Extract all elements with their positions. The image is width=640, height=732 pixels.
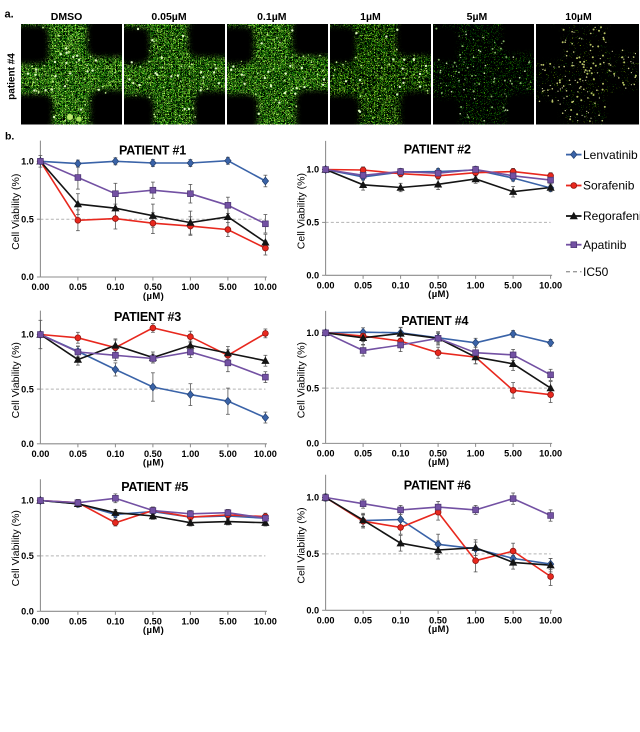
svg-text:0.05: 0.05 [69, 449, 87, 459]
svg-text:Cell Viability (%): Cell Viability (%) [10, 174, 22, 250]
svg-text:0.10: 0.10 [106, 616, 124, 626]
svg-text:0.1µM: 0.1µM [257, 11, 287, 23]
svg-text:1.0: 1.0 [21, 330, 34, 340]
svg-text:PATIENT #2: PATIENT #2 [404, 142, 471, 156]
svg-text:10.00: 10.00 [539, 615, 562, 625]
svg-text:PATIENT #1: PATIENT #1 [119, 143, 186, 157]
svg-text:0.50: 0.50 [429, 448, 447, 458]
svg-text:Cell Viability (%): Cell Viability (%) [295, 342, 307, 418]
svg-text:0.10: 0.10 [392, 615, 410, 625]
svg-text:5.00: 5.00 [504, 448, 522, 458]
svg-text:1.00: 1.00 [181, 449, 199, 459]
svg-text:Cell Viability (%): Cell Viability (%) [295, 507, 307, 583]
svg-text:b.: b. [5, 130, 14, 142]
svg-text:0.05: 0.05 [354, 448, 372, 458]
svg-text:0.10: 0.10 [106, 449, 124, 459]
svg-text:0.00: 0.00 [317, 615, 335, 625]
svg-text:0.50: 0.50 [144, 616, 162, 626]
svg-text:5.00: 5.00 [219, 282, 237, 292]
svg-text:10.00: 10.00 [539, 448, 562, 458]
svg-text:5.00: 5.00 [504, 615, 522, 625]
svg-text:(µM): (µM) [428, 289, 449, 300]
svg-text:0.05: 0.05 [354, 280, 372, 290]
svg-text:IC50: IC50 [583, 265, 609, 279]
svg-text:1.00: 1.00 [181, 616, 199, 626]
svg-text:Apatinib: Apatinib [583, 238, 627, 252]
svg-text:a.: a. [5, 8, 14, 20]
svg-text:10.00: 10.00 [254, 449, 277, 459]
svg-text:0.0: 0.0 [306, 271, 319, 281]
svg-text:0.50: 0.50 [429, 615, 447, 625]
svg-text:0.00: 0.00 [31, 616, 49, 626]
svg-text:10.00: 10.00 [539, 280, 562, 290]
svg-text:5.00: 5.00 [504, 280, 522, 290]
svg-text:(µM): (µM) [143, 291, 164, 302]
svg-text:10µM: 10µM [565, 11, 592, 23]
svg-text:0.50: 0.50 [429, 280, 447, 290]
svg-text:0.50: 0.50 [144, 449, 162, 459]
svg-text:1.0: 1.0 [306, 493, 319, 503]
svg-text:1.0: 1.0 [306, 328, 319, 338]
svg-text:0.05: 0.05 [354, 615, 372, 625]
svg-text:5µM: 5µM [467, 11, 488, 23]
svg-text:1.0: 1.0 [21, 496, 34, 506]
svg-text:PATIENT #4: PATIENT #4 [401, 314, 468, 328]
svg-text:0.0: 0.0 [21, 272, 34, 282]
svg-text:1.00: 1.00 [467, 615, 485, 625]
svg-text:Cell Viability (%): Cell Viability (%) [10, 510, 22, 586]
svg-text:PATIENT #5: PATIENT #5 [121, 480, 188, 494]
svg-text:1.00: 1.00 [181, 282, 199, 292]
svg-text:0.05µM: 0.05µM [151, 11, 186, 23]
svg-text:0.5: 0.5 [21, 214, 34, 224]
svg-text:0.10: 0.10 [392, 448, 410, 458]
svg-text:(µM): (µM) [143, 625, 164, 636]
svg-text:(µM): (µM) [428, 457, 449, 468]
svg-text:0.5: 0.5 [306, 549, 319, 559]
svg-text:0.10: 0.10 [106, 282, 124, 292]
svg-text:0.50: 0.50 [144, 282, 162, 292]
svg-text:5.00: 5.00 [219, 616, 237, 626]
svg-text:0.5: 0.5 [21, 551, 34, 561]
svg-text:0.0: 0.0 [21, 607, 34, 617]
svg-text:5.00: 5.00 [219, 449, 237, 459]
svg-text:10.00: 10.00 [254, 282, 277, 292]
svg-text:1µM: 1µM [360, 11, 381, 23]
svg-text:1.00: 1.00 [467, 280, 485, 290]
svg-text:1.0: 1.0 [306, 165, 319, 175]
svg-text:Regorafenib: Regorafenib [583, 209, 640, 223]
svg-text:DMSO: DMSO [51, 11, 83, 23]
svg-text:0.00: 0.00 [31, 449, 49, 459]
svg-text:0.5: 0.5 [21, 384, 34, 394]
svg-text:1.0: 1.0 [21, 157, 34, 167]
svg-text:0.5: 0.5 [306, 218, 319, 228]
svg-text:patient #4: patient #4 [7, 53, 18, 100]
svg-text:0.5: 0.5 [306, 383, 319, 393]
svg-text:PATIENT #3: PATIENT #3 [114, 310, 181, 324]
svg-text:0.05: 0.05 [69, 616, 87, 626]
svg-text:0.0: 0.0 [306, 439, 319, 449]
svg-text:Cell Viability (%): Cell Viability (%) [295, 173, 307, 249]
svg-text:0.00: 0.00 [317, 280, 335, 290]
svg-text:0.05: 0.05 [69, 282, 87, 292]
svg-text:Sorafenib: Sorafenib [583, 179, 635, 193]
svg-text:Cell Viability (%): Cell Viability (%) [10, 342, 22, 418]
svg-text:(µM): (µM) [143, 458, 164, 469]
svg-text:0.0: 0.0 [306, 606, 319, 616]
svg-text:(µM): (µM) [428, 624, 449, 635]
svg-text:0.10: 0.10 [392, 280, 410, 290]
svg-text:0.00: 0.00 [31, 282, 49, 292]
svg-text:0.00: 0.00 [317, 448, 335, 458]
svg-text:10.00: 10.00 [254, 616, 277, 626]
svg-text:1.00: 1.00 [467, 448, 485, 458]
svg-text:0.0: 0.0 [21, 439, 34, 449]
svg-text:Lenvatinib: Lenvatinib [583, 148, 638, 162]
svg-text:PATIENT #6: PATIENT #6 [404, 479, 471, 493]
